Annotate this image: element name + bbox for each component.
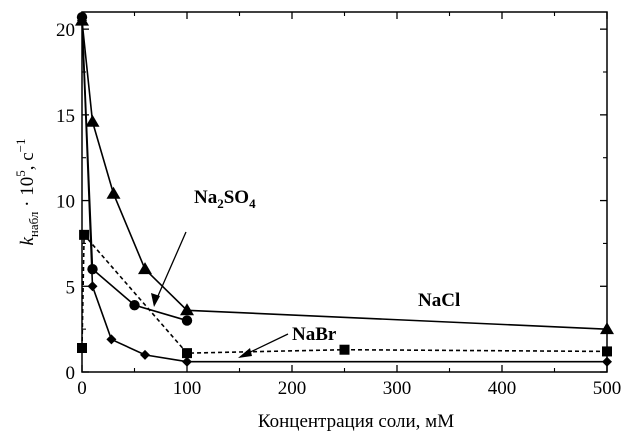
data-point-diamond [182,356,192,367]
data-point-circle [129,299,140,311]
x-tick-label: 0 [77,378,87,399]
series-line-nabr [81,20,607,363]
x-tick-label: 400 [488,378,517,399]
y-tick-label: 15 [56,106,75,127]
series-line-dashed [81,232,608,354]
y-tick-label: 10 [56,192,75,213]
series-label-na2so4: Na2SO4 [194,187,256,211]
series-line-na2so4 [81,17,188,322]
series-label-nacl: NaCl [418,290,460,311]
y-tick-label: 5 [66,277,76,298]
x-axis-title: Концентрация соли, мМ [258,411,454,432]
series-labels: NaCl Na2SO4 NaBr [151,187,460,358]
data-point-triangle [106,186,121,199]
arrow-na2so4-head [151,293,160,307]
data-point-diamond [140,349,150,360]
arrow-nabr-head [238,348,252,358]
x-tick-label: 100 [173,378,202,399]
y-tick-label: 20 [56,20,75,41]
data-point-square [79,229,90,240]
data-point-diamond [106,334,117,345]
data-point-triangle [138,262,152,275]
series-line-nacl [81,20,608,330]
plot-marks [75,11,614,367]
x-tick-label: 200 [278,378,307,399]
data-point-triangle [180,303,194,316]
arrow-na2so4-line [153,231,187,306]
x-tick-label: 300 [383,378,412,399]
series-label-nabr: NaBr [292,324,337,345]
data-point-diamond [87,281,98,292]
data-point-circle [181,315,193,326]
data-point-square [339,344,350,355]
y-axis-title: kнабл · 105, с−1 [13,138,41,245]
data-point-square [182,348,192,359]
x-tick-label: 500 [593,378,622,399]
y-tick-label: 0 [66,363,76,384]
data-point-triangle [85,114,100,127]
axis-ticks: 0 100 200 300 400 500 0 5 10 15 20 [56,12,621,399]
